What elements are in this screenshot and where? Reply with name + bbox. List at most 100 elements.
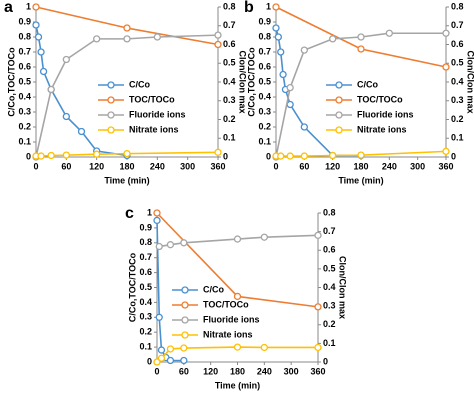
data-point bbox=[62, 55, 70, 64]
y-tick-label: 0.3 bbox=[18, 106, 31, 116]
data-point bbox=[157, 346, 166, 354]
data-point bbox=[166, 356, 175, 365]
legend-marker bbox=[335, 111, 343, 119]
legend-label: TOC/TOCo bbox=[203, 299, 249, 309]
data-point bbox=[286, 152, 294, 160]
x-tick-label: 360 bbox=[438, 161, 453, 171]
data-point bbox=[93, 150, 101, 158]
y2-tick-label: 0.8 bbox=[323, 207, 336, 217]
data-point bbox=[286, 100, 294, 109]
y-tick-label: 0.7 bbox=[18, 46, 31, 56]
data-point bbox=[274, 33, 283, 41]
y-tick-label: 0.2 bbox=[258, 121, 271, 131]
legend-marker bbox=[181, 316, 189, 324]
x-tick-label: 300 bbox=[410, 161, 425, 171]
x-tick-label: 240 bbox=[257, 366, 272, 376]
y2-tick-label: 0.1 bbox=[451, 133, 464, 143]
legend-label: C/Co bbox=[203, 284, 224, 294]
y2-tick-label: 0.8 bbox=[223, 1, 236, 11]
x-axis-label: Time (min) bbox=[215, 380, 260, 390]
data-point bbox=[157, 354, 166, 362]
data-point bbox=[277, 48, 285, 56]
y-tick-label: 0.5 bbox=[18, 76, 31, 86]
y-tick-label: 0.7 bbox=[258, 46, 271, 56]
data-point bbox=[272, 24, 280, 32]
data-point bbox=[300, 46, 308, 54]
y2-tick-label: 0.5 bbox=[451, 58, 464, 68]
legend-marker bbox=[181, 286, 189, 294]
y-tick-label: 0.6 bbox=[139, 267, 152, 277]
y2-tick-label: 0.8 bbox=[451, 1, 464, 11]
y-tick-label: 0.4 bbox=[139, 297, 152, 307]
y-tick-label: 0.3 bbox=[258, 106, 271, 116]
y2-tick-label: 0.5 bbox=[323, 263, 336, 273]
data-point bbox=[123, 35, 131, 43]
legend-label: C/Co bbox=[357, 79, 378, 89]
x-tick-label: 60 bbox=[299, 161, 309, 171]
y-tick-label: 0.3 bbox=[139, 312, 152, 322]
y-tick-label: 0.9 bbox=[139, 222, 152, 232]
y2-axis-label: Clon/Clon max bbox=[466, 50, 474, 113]
y-tick-label: 0.8 bbox=[18, 31, 31, 41]
x-tick-label: 240 bbox=[150, 161, 165, 171]
y2-tick-label: 0.6 bbox=[323, 245, 336, 255]
legend-label: Nitrate ions bbox=[203, 329, 253, 339]
data-point bbox=[260, 343, 268, 352]
x-tick-label: 360 bbox=[310, 366, 325, 376]
data-point bbox=[153, 358, 161, 366]
y2-tick-label: 0.3 bbox=[451, 95, 464, 105]
legend-marker bbox=[335, 81, 343, 89]
y2-tick-label: 0.7 bbox=[223, 20, 236, 30]
data-point bbox=[34, 33, 43, 41]
y-axis-label: C/Co,TOC/TOCo bbox=[127, 252, 137, 322]
data-point bbox=[442, 147, 450, 156]
legend-marker bbox=[335, 126, 343, 134]
data-point bbox=[442, 63, 450, 71]
y2-tick-label: 0.5 bbox=[223, 58, 236, 68]
panel-label: b bbox=[244, 0, 254, 16]
data-point bbox=[214, 148, 222, 156]
y-tick-label: 0.4 bbox=[18, 91, 31, 101]
y-tick-label: 0.1 bbox=[18, 136, 31, 146]
data-point bbox=[77, 127, 86, 136]
data-point bbox=[37, 152, 45, 160]
y2-tick-label: 0.2 bbox=[323, 319, 336, 329]
data-point bbox=[233, 292, 242, 301]
data-point bbox=[260, 233, 268, 241]
x-tick-label: 300 bbox=[180, 161, 195, 171]
data-point bbox=[32, 21, 40, 29]
y2-tick-label: 0.7 bbox=[323, 226, 336, 236]
data-point bbox=[62, 112, 70, 121]
data-point bbox=[357, 45, 365, 53]
y2-tick-label: 0.4 bbox=[223, 76, 236, 86]
y2-tick-label: 0.1 bbox=[323, 338, 336, 348]
data-point bbox=[62, 151, 70, 159]
data-point bbox=[233, 343, 242, 351]
x-tick-label: 0 bbox=[273, 161, 278, 171]
legend-label: Nitrate ions bbox=[357, 124, 407, 134]
data-point bbox=[300, 123, 308, 131]
x-tick-label: 360 bbox=[210, 161, 225, 171]
y-tick-label: 0.6 bbox=[258, 61, 271, 71]
data-point bbox=[153, 209, 161, 217]
data-point bbox=[37, 48, 45, 56]
y2-tick-label: 0.1 bbox=[223, 133, 236, 143]
data-point bbox=[32, 3, 40, 11]
data-point bbox=[93, 35, 101, 43]
y-tick-label: 0.2 bbox=[139, 327, 152, 337]
data-point bbox=[385, 29, 393, 37]
x-axis-label: Time (min) bbox=[104, 175, 149, 185]
legend-label: Fluoride ions bbox=[203, 314, 260, 324]
data-point bbox=[279, 70, 287, 79]
y-tick-label: 1 bbox=[147, 207, 152, 217]
legend-marker bbox=[107, 111, 115, 119]
legend-label: TOC/TOCo bbox=[357, 94, 403, 104]
data-point bbox=[357, 33, 365, 41]
y2-tick-label: 0.2 bbox=[451, 114, 464, 124]
y-tick-label: 0.9 bbox=[258, 16, 271, 26]
legend-label: Fluoride ions bbox=[357, 109, 414, 119]
y-tick-label: 0.8 bbox=[258, 31, 271, 41]
y-tick-label: 0 bbox=[266, 151, 271, 161]
y-tick-label: 0.6 bbox=[18, 61, 31, 71]
series-line bbox=[35, 34, 219, 158]
